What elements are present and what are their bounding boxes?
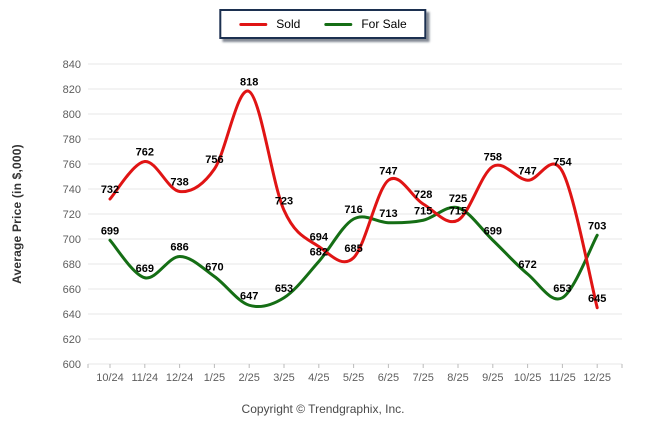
- sold-data-label: 747: [379, 165, 397, 177]
- for-sale-data-label: 669: [136, 263, 154, 275]
- sold-data-label: 747: [518, 165, 536, 177]
- for-sale-data-label: 653: [553, 283, 571, 295]
- sold-data-label: 754: [553, 157, 572, 169]
- x-tick-label: 1/25: [204, 372, 225, 384]
- y-tick-label: 700: [63, 234, 81, 246]
- for-sale-data-label: 699: [101, 225, 119, 237]
- sold-data-label: 818: [240, 77, 258, 89]
- x-tick-label: 2/25: [238, 372, 259, 384]
- x-tick-label: 5/25: [343, 372, 364, 384]
- x-tick-label: 6/25: [378, 372, 399, 384]
- for-sale-data-label: 716: [344, 204, 362, 216]
- sold-data-label: 762: [136, 147, 154, 159]
- y-tick-label: 800: [63, 109, 81, 121]
- sold-data-label: 645: [588, 293, 606, 305]
- x-tick-label: 7/25: [412, 372, 433, 384]
- sold-data-label: 723: [275, 195, 293, 207]
- for-sale-data-label: 653: [275, 283, 293, 295]
- y-tick-label: 840: [63, 59, 81, 71]
- sold-data-label: 728: [414, 189, 432, 201]
- x-tick-label: 4/25: [308, 372, 329, 384]
- for-sale-data-label: 715: [414, 205, 432, 217]
- for-sale-line: [108, 205, 599, 309]
- sold-data-label: 685: [344, 243, 362, 255]
- y-tick-label: 720: [63, 209, 81, 221]
- y-tick-label: 640: [63, 309, 81, 321]
- legend-item-for-sale: For Sale: [324, 17, 407, 31]
- sold-data-label: 738: [170, 177, 188, 189]
- for-sale-data-label: 672: [518, 259, 536, 271]
- legend-item-sold: Sold: [239, 17, 300, 31]
- copyright-text: Copyright © Trendgraphix, Inc.: [241, 402, 405, 416]
- for-sale-data-label: 725: [449, 193, 467, 205]
- y-tick-label: 740: [63, 184, 81, 196]
- for-sale-data-label: 703: [588, 220, 606, 232]
- sold-data-label: 756: [205, 154, 223, 166]
- x-tick-label: 10/25: [514, 372, 542, 384]
- y-tick-label: 600: [63, 359, 81, 371]
- legend: Sold For Sale: [219, 9, 427, 39]
- for-sale-line-swatch: [324, 22, 353, 26]
- y-tick-label: 780: [63, 134, 81, 146]
- legend-label-sold: Sold: [276, 17, 301, 31]
- legend-label-for-sale: For Sale: [361, 17, 407, 31]
- y-tick-label: 820: [63, 84, 81, 96]
- y-tick-label: 680: [63, 259, 81, 271]
- x-tick-label: 12/25: [583, 372, 611, 384]
- sold-data-label: 732: [101, 184, 119, 196]
- sold-line: [108, 89, 599, 310]
- sold-line-swatch: [239, 22, 268, 26]
- for-sale-data-label: 713: [379, 208, 397, 220]
- y-tick-label: 760: [63, 159, 81, 171]
- y-tick-label: 620: [63, 334, 81, 346]
- x-tick-label: 12/24: [166, 372, 194, 384]
- x-tick-label: 11/25: [549, 372, 576, 384]
- for-sale-data-label: 670: [205, 262, 223, 274]
- x-tick-label: 3/25: [273, 372, 294, 384]
- for-sale-data-label: 647: [240, 290, 258, 302]
- for-sale-data-label: 686: [170, 242, 188, 254]
- x-tick-label: 8/25: [447, 372, 468, 384]
- for-sale-data-label: 699: [484, 225, 502, 237]
- x-tick-label: 10/24: [96, 372, 124, 384]
- y-tick-label: 660: [63, 284, 81, 296]
- for-sale-data-label: 682: [310, 247, 328, 259]
- sold-data-label: 715: [449, 205, 467, 217]
- sold-data-label: 758: [484, 152, 502, 164]
- x-tick-label: 11/24: [131, 372, 158, 384]
- sold-data-label: 694: [310, 232, 329, 244]
- x-tick-label: 9/25: [482, 372, 503, 384]
